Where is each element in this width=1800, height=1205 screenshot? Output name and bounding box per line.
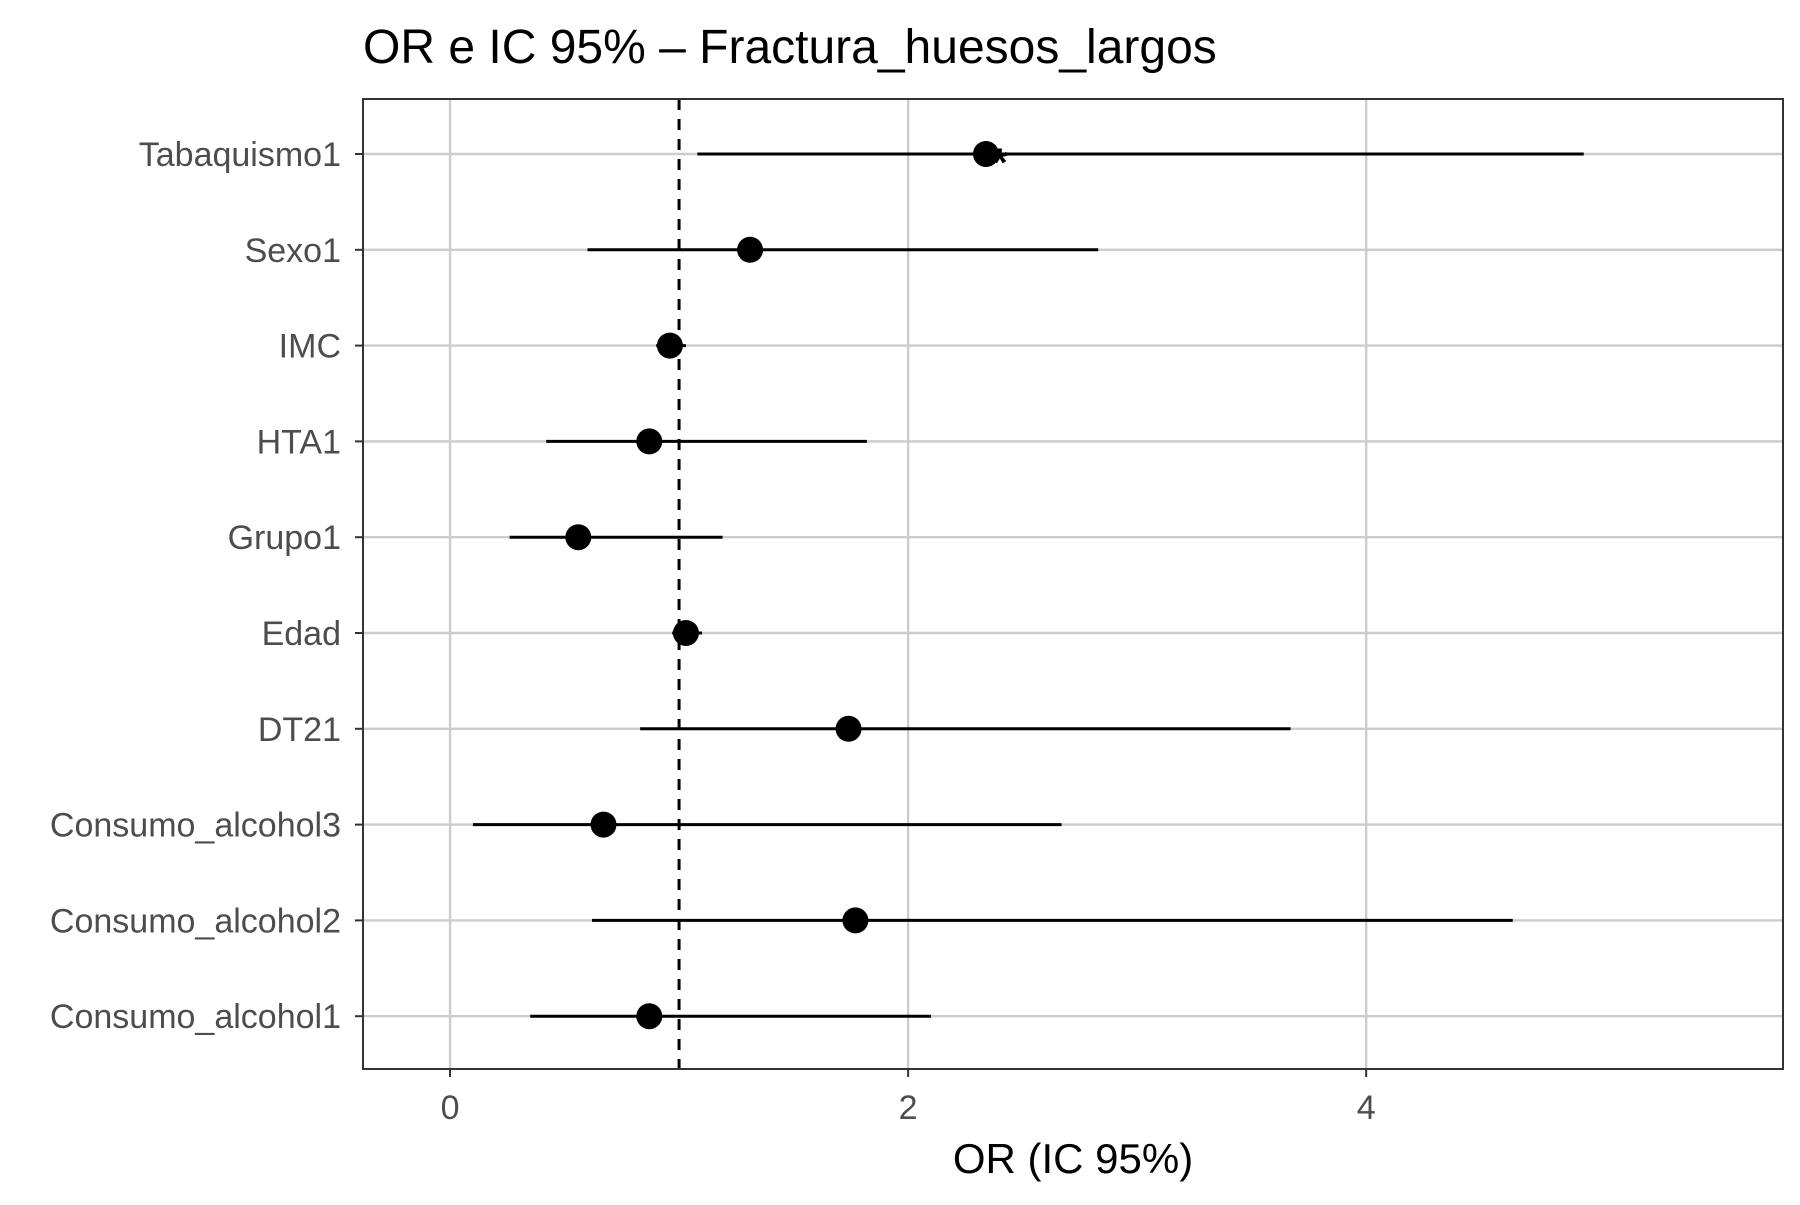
or-point	[636, 428, 663, 455]
or-point	[842, 907, 869, 934]
plot-panel-border	[362, 98, 1784, 1070]
or-point	[656, 332, 683, 359]
x-tick-label: 4	[1357, 1089, 1376, 1127]
x-tick-label: 0	[441, 1089, 460, 1127]
or-point	[672, 620, 699, 646]
significance-marker: *	[992, 141, 1008, 185]
y-tick-label: Consumo_alcohol3	[50, 807, 341, 845]
y-tick-label: Grupo1	[228, 519, 341, 557]
x-tick-label: 2	[899, 1089, 918, 1127]
x-axis-label: OR (IC 95%)	[953, 1135, 1193, 1182]
or-point	[835, 715, 862, 742]
y-tick-layer: Tabaquismo1 Sexo1 IMC HTA1 Grupo1 Edad DT21 Con…	[50, 136, 363, 1036]
or-point	[737, 236, 764, 263]
or-point	[636, 1003, 663, 1030]
y-tick-label: Sexo1	[245, 232, 341, 270]
x-tick-layer: 0 2 4	[441, 1069, 1376, 1127]
or-point	[972, 141, 999, 167]
y-tick-label: IMC	[279, 328, 341, 366]
or-point	[590, 811, 617, 838]
chart-title: OR e IC 95% – Fractura_huesos_largos	[363, 21, 1217, 74]
grid-layer	[363, 99, 1783, 1069]
y-tick-label: DT21	[258, 711, 341, 749]
y-tick-label: Edad	[262, 615, 341, 653]
marks-layer: *	[472, 141, 1584, 1030]
or-point	[565, 524, 592, 551]
y-tick-label: Consumo_alcohol1	[50, 998, 341, 1036]
y-tick-label: Tabaquismo1	[139, 136, 341, 174]
y-tick-label: Consumo_alcohol2	[50, 902, 341, 940]
y-tick-label: HTA1	[257, 423, 341, 461]
